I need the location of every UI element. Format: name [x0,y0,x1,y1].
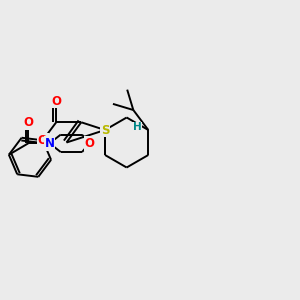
Text: O: O [38,134,48,147]
Text: H: H [133,122,141,133]
Text: O: O [51,94,61,107]
Text: S: S [101,124,109,136]
Text: O: O [85,137,94,150]
Text: N: N [44,137,55,150]
Text: O: O [23,116,33,129]
